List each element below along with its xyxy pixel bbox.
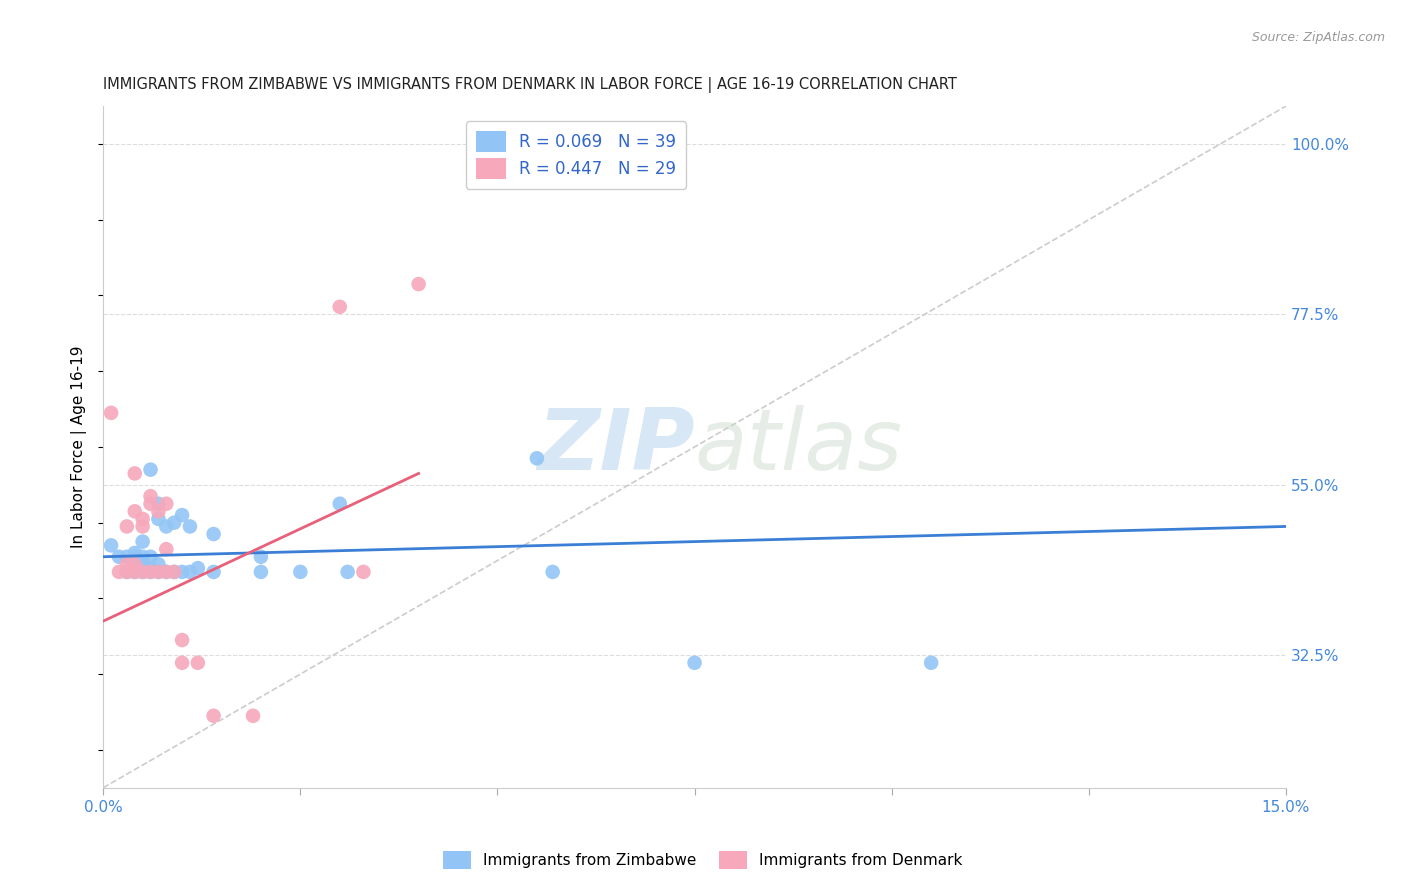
Point <box>131 565 153 579</box>
Point <box>131 549 153 564</box>
Point <box>541 565 564 579</box>
Point <box>683 656 706 670</box>
Legend: R = 0.069   N = 39, R = 0.447   N = 29: R = 0.069 N = 39, R = 0.447 N = 29 <box>467 121 686 188</box>
Point <box>242 708 264 723</box>
Point <box>139 463 162 477</box>
Point <box>148 497 170 511</box>
Point <box>148 558 170 572</box>
Y-axis label: In Labor Force | Age 16-19: In Labor Force | Age 16-19 <box>72 346 87 549</box>
Point <box>920 656 942 670</box>
Point <box>139 549 162 564</box>
Point <box>170 656 193 670</box>
Point <box>131 519 153 533</box>
Point <box>131 558 153 572</box>
Point <box>202 708 225 723</box>
Point <box>131 534 153 549</box>
Point <box>115 565 138 579</box>
Point <box>290 565 312 579</box>
Point <box>124 558 146 572</box>
Point <box>250 549 273 564</box>
Point <box>131 512 153 526</box>
Point <box>108 549 131 564</box>
Point <box>148 512 170 526</box>
Point <box>115 565 138 579</box>
Point <box>139 489 162 503</box>
Point <box>179 519 201 533</box>
Point <box>408 277 430 291</box>
Point <box>100 406 122 420</box>
Point <box>329 300 352 314</box>
Legend: Immigrants from Zimbabwe, Immigrants from Denmark: Immigrants from Zimbabwe, Immigrants fro… <box>437 845 969 875</box>
Point <box>124 565 146 579</box>
Point <box>187 561 209 575</box>
Point <box>131 565 153 579</box>
Point <box>155 497 177 511</box>
Point <box>139 497 162 511</box>
Point <box>163 565 186 579</box>
Point <box>202 565 225 579</box>
Point <box>155 565 177 579</box>
Point <box>124 565 146 579</box>
Point <box>148 565 170 579</box>
Point <box>139 565 162 579</box>
Point <box>526 451 548 466</box>
Point <box>108 565 131 579</box>
Point <box>155 542 177 557</box>
Point <box>170 565 193 579</box>
Point <box>155 565 177 579</box>
Point <box>148 504 170 518</box>
Point <box>124 504 146 518</box>
Point <box>148 565 170 579</box>
Point <box>124 549 146 564</box>
Point <box>139 565 162 579</box>
Text: IMMIGRANTS FROM ZIMBABWE VS IMMIGRANTS FROM DENMARK IN LABOR FORCE | AGE 16-19 C: IMMIGRANTS FROM ZIMBABWE VS IMMIGRANTS F… <box>103 78 957 94</box>
Point <box>336 565 359 579</box>
Point <box>250 565 273 579</box>
Point <box>124 546 146 560</box>
Text: ZIP: ZIP <box>537 406 695 489</box>
Text: atlas: atlas <box>695 406 903 489</box>
Point <box>352 565 374 579</box>
Point <box>163 516 186 530</box>
Point <box>100 538 122 552</box>
Text: Source: ZipAtlas.com: Source: ZipAtlas.com <box>1251 31 1385 45</box>
Point <box>155 519 177 533</box>
Point <box>170 633 193 648</box>
Point <box>202 527 225 541</box>
Point <box>163 565 186 579</box>
Point <box>179 565 201 579</box>
Point <box>124 467 146 481</box>
Point <box>329 497 352 511</box>
Point <box>139 561 162 575</box>
Point <box>115 558 138 572</box>
Point <box>115 549 138 564</box>
Point <box>170 508 193 522</box>
Point <box>115 519 138 533</box>
Point <box>187 656 209 670</box>
